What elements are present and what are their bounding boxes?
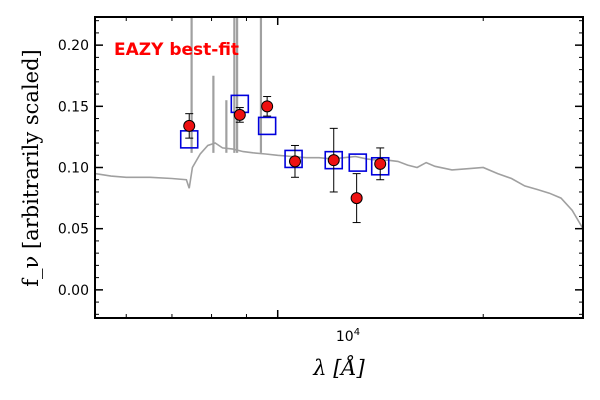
- observed-point-1: [234, 109, 245, 120]
- y-tick-label-4: 0.20: [58, 38, 89, 54]
- plot-frame: [95, 17, 583, 318]
- model-photometry-layer: [181, 95, 389, 174]
- x-axis-label: λ [Å]: [312, 355, 365, 380]
- observed-point-5: [351, 193, 362, 204]
- observed-point-2: [262, 101, 273, 112]
- template-spectrum-line: [95, 143, 583, 229]
- observed-point-3: [289, 156, 300, 167]
- x-tick-label-10e4: 104: [336, 327, 360, 345]
- y-tick-label-0: 0.00: [58, 283, 89, 299]
- observed-point-4: [328, 155, 339, 166]
- y-tick-label-2: 0.10: [58, 161, 89, 177]
- observed-point-6: [375, 158, 386, 169]
- annotation-label: EAZY best-fit: [114, 40, 239, 60]
- y-tick-label-3: 0.15: [58, 99, 89, 115]
- y-axis-label: f_ν [arbitrarily scaled]: [19, 49, 43, 286]
- observed-point-0: [184, 120, 195, 131]
- y-tick-label-1: 0.05: [58, 222, 89, 238]
- axis-ticks: 0.00 0.05 0.10 0.15 0.20: [58, 17, 583, 318]
- x-tick-exponent: 4: [354, 327, 360, 338]
